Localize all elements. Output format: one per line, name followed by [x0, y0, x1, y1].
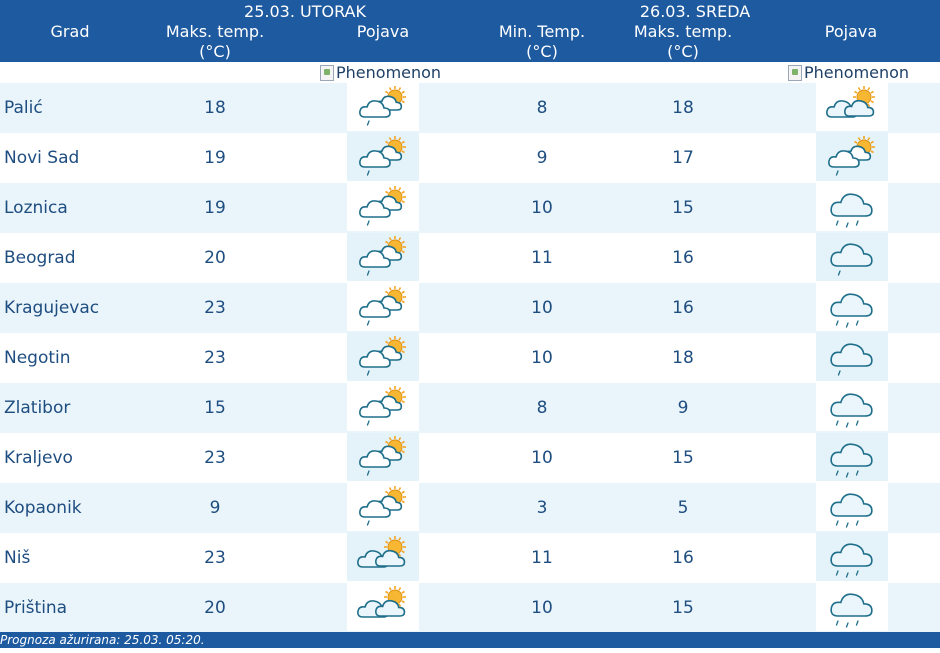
partly-cloudy-light-rain-icon — [347, 233, 419, 281]
table-row: Loznica 19 10 15 — [0, 183, 940, 233]
max-temp-day1: 9 — [209, 498, 221, 518]
partly-cloudy-light-rain-icon — [347, 333, 419, 381]
col-city: Grad — [50, 22, 90, 41]
max-temp-day2: 15 — [672, 198, 694, 218]
max-temp-day1: 18 — [204, 98, 226, 118]
city-name: Kragujevac — [4, 298, 100, 318]
max-temp-day1: 20 — [204, 598, 226, 618]
min-temp-day2: 3 — [536, 498, 548, 518]
min-temp-day2: 10 — [531, 598, 553, 618]
max-temp-day2: 18 — [672, 348, 694, 368]
phenomenon-alt-text: Phenomenon — [804, 63, 910, 82]
max-temp-day1: 23 — [204, 548, 226, 568]
cloud-light-rain-icon — [816, 233, 888, 281]
partly-cloudy-light-rain-icon — [347, 433, 419, 481]
rain-icon — [816, 433, 888, 481]
phenomenon-alt-text: Phenomenon — [336, 63, 442, 82]
day2-label: 26.03. SREDA — [639, 2, 751, 21]
partly-cloudy-light-rain-icon — [816, 133, 888, 181]
table-row: Kraljevo 23 10 15 — [0, 433, 940, 483]
city-name: Kraljevo — [4, 448, 73, 468]
update-footer: Prognoza ažurirana: 25.03. 05:20. — [0, 632, 940, 648]
rain-icon — [816, 183, 888, 231]
col-min-line2: (°C) — [526, 42, 558, 61]
max-temp-day2: 16 — [672, 548, 694, 568]
phenomenon-legend-2: Phenomenon — [788, 63, 909, 82]
city-name: Beograd — [4, 248, 76, 268]
city-name: Zlatibor — [4, 398, 71, 418]
min-temp-day2: 11 — [531, 548, 553, 568]
day1-label: 25.03. UTORAK — [244, 2, 366, 21]
max-temp-day2: 18 — [672, 98, 694, 118]
max-temp-day2: 16 — [672, 298, 694, 318]
max-temp-day2: 16 — [672, 248, 694, 268]
col-icon2: Pojava — [824, 22, 878, 41]
min-temp-day2: 9 — [536, 148, 548, 168]
table-row: Beograd 20 11 16 — [0, 233, 940, 283]
max-temp-day1: 19 — [204, 198, 226, 218]
max-temp-day2: 9 — [677, 398, 689, 418]
phenomenon-legend-1: Phenomenon — [320, 63, 441, 82]
table-row: Novi Sad 19 9 17 — [0, 133, 940, 183]
max-temp-day2: 17 — [672, 148, 694, 168]
rain-icon — [816, 283, 888, 331]
city-name: Negotin — [4, 348, 71, 368]
min-temp-day2: 11 — [531, 248, 553, 268]
city-name: Priština — [4, 598, 68, 618]
table-row: Zlatibor 15 8 9 — [0, 383, 940, 433]
table-row: Priština 20 10 15 — [0, 583, 940, 633]
rain-icon — [816, 383, 888, 431]
partly-cloudy-icon — [347, 583, 419, 631]
city-name: Niš — [4, 548, 31, 568]
max-temp-day1: 15 — [204, 398, 226, 418]
min-temp-day2: 10 — [531, 448, 553, 468]
partly-cloudy-light-rain-icon — [347, 483, 419, 531]
col-max1-line2: (°C) — [199, 42, 231, 61]
partly-cloudy-light-rain-icon — [347, 83, 419, 131]
max-temp-day2: 15 — [672, 598, 694, 618]
city-name: Novi Sad — [4, 148, 80, 168]
legend-row — [0, 62, 940, 83]
forecast-header: 25.03. UTORAK 26.03. SREDA Grad Maks. te… — [0, 0, 940, 62]
partly-cloudy-light-rain-icon — [347, 383, 419, 431]
cloud-light-rain-icon — [816, 333, 888, 381]
rain-icon — [816, 583, 888, 631]
max-temp-day1: 20 — [204, 248, 226, 268]
min-temp-day2: 10 — [531, 198, 553, 218]
max-temp-day1: 23 — [204, 298, 226, 318]
table-row: Kopaonik 9 3 5 — [0, 483, 940, 533]
partly-cloudy-icon — [347, 533, 419, 581]
col-max2-line2: (°C) — [667, 42, 699, 61]
table-row: Palić 18 8 18 — [0, 83, 940, 133]
rain-icon — [816, 483, 888, 531]
broken-image-icon — [320, 64, 334, 81]
table-row: Negotin 23 10 18 — [0, 333, 940, 383]
min-temp-day2: 8 — [536, 98, 548, 118]
max-temp-day1: 23 — [204, 348, 226, 368]
city-name: Kopaonik — [4, 498, 82, 518]
partly-cloudy-light-rain-icon — [347, 183, 419, 231]
max-temp-day1: 23 — [204, 448, 226, 468]
broken-image-icon — [788, 64, 802, 81]
partly-cloudy-icon — [816, 83, 888, 131]
city-name: Loznica — [4, 198, 68, 218]
min-temp-day2: 10 — [531, 298, 553, 318]
rain-icon — [816, 533, 888, 581]
min-temp-day2: 10 — [531, 348, 553, 368]
min-temp-day2: 8 — [536, 398, 548, 418]
col-icon1: Pojava — [356, 22, 410, 41]
max-temp-day2: 15 — [672, 448, 694, 468]
city-name: Palić — [4, 98, 43, 118]
col-max2-line1: Maks. temp. — [633, 22, 733, 41]
forecast-table: Palić 18 8 18 Novi Sad 19 9 17 Loznica 1… — [0, 83, 940, 633]
col-min-line1: Min. Temp. — [498, 22, 586, 41]
table-row: Niš 23 11 16 — [0, 533, 940, 583]
table-row: Kragujevac 23 10 16 — [0, 283, 940, 333]
max-temp-day1: 19 — [204, 148, 226, 168]
col-max1-line1: Maks. temp. — [165, 22, 265, 41]
max-temp-day2: 5 — [677, 498, 689, 518]
partly-cloudy-light-rain-icon — [347, 133, 419, 181]
partly-cloudy-light-rain-icon — [347, 283, 419, 331]
